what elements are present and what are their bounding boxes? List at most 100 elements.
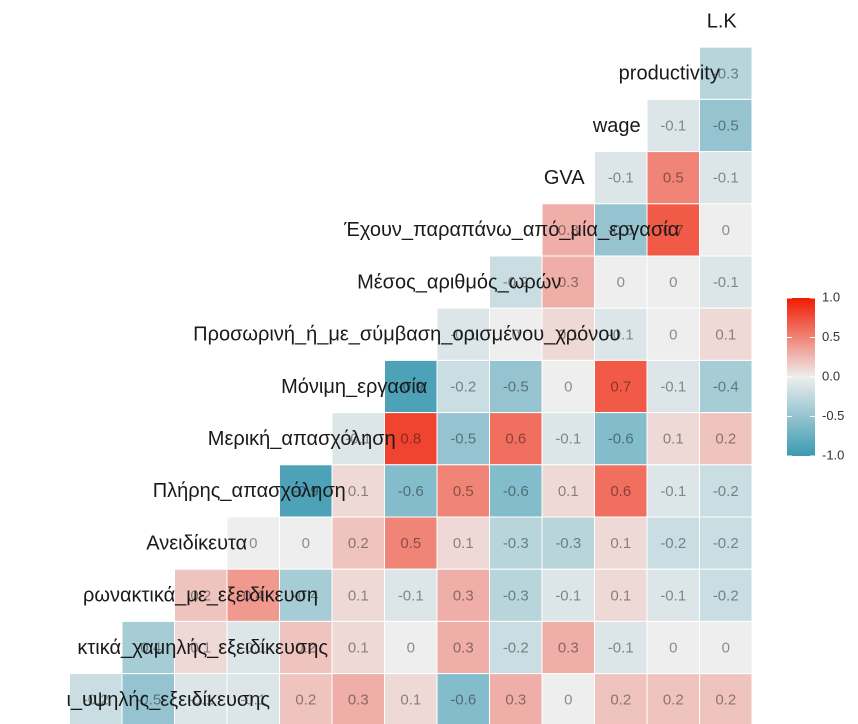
heatmap-cell [331,464,385,518]
cell-value: 0.1 [453,535,474,552]
heatmap-cell [646,98,700,153]
heatmap-cell [436,568,490,622]
cell-value: 0 [407,639,415,656]
cell-value: 0.2 [663,692,684,709]
cell-value: 0.2 [348,535,369,552]
heatmap-cell [594,568,648,622]
heatmap-cell [331,568,385,622]
cell-value: -0.2 [713,587,739,604]
cell-value: 0 [512,326,520,343]
heatmap-cell [436,359,490,414]
cell-value: -0.2 [660,535,686,552]
heatmap-cell [646,516,700,570]
colorbar-label: -1.0 [822,447,844,462]
cell-value: 0 [564,692,572,709]
cell-value: -0.2 [713,535,739,552]
heatmap-cell [541,620,595,675]
heatmap-cell [489,255,543,309]
cell-value: 0.5 [400,535,421,552]
heatmap-cell [594,673,648,724]
variable-label: Μόνιμη_εργασία [281,376,427,398]
heatmap-cell [121,673,175,724]
heatmap-cell [699,516,753,570]
cell-value: -0.1 [555,431,581,448]
variable-label: GVA [544,167,585,189]
cell-value: -0.1 [608,639,634,656]
heatmap-cell [699,412,753,466]
colorbar-label: -0.5 [822,408,844,423]
cell-value: -0.9 [398,378,424,395]
cell-value: -0.3 [503,587,529,604]
heatmap-cell [699,568,753,622]
cell-value: 0.3 [453,587,474,604]
colorbar-label: 1.0 [822,289,840,304]
cell-value: 0.1 [610,535,631,552]
cell-value: -0.5 [713,117,739,134]
cell-value: 0 [722,639,730,656]
cell-value: 0.3 [558,222,579,239]
cell-value: 0.3 [505,692,526,709]
cell-value: 0.2 [715,431,736,448]
heatmap-cell [541,307,595,361]
cell-value: -0.1 [713,274,739,291]
cell-value: -0.1 [660,117,686,134]
cell-value: -0.1 [555,587,581,604]
cell-value: -0.4 [135,639,161,656]
cell-value: 0 [669,639,677,656]
heatmap-cell [279,620,333,675]
heatmap-cell [541,203,595,257]
heatmap-cell [226,673,280,724]
variable-label: productivity [619,63,720,85]
cell-value: -0.9 [293,483,319,500]
cell-value: 0.1 [715,326,736,343]
cell-value: -0.1 [398,587,424,604]
heatmap-cell [489,568,543,622]
heatmap-cell [384,359,438,414]
cell-value: 0 [722,222,730,239]
cell-value: -0.6 [398,483,424,500]
cell-value: -0.1 [660,378,686,395]
cell-value: -0.2 [83,692,109,709]
heatmap-cell [436,673,490,724]
heatmap-cell [489,307,543,361]
heatmap-cell [541,673,595,724]
cell-value: 0 [564,378,572,395]
cell-value: -0.1 [240,639,266,656]
cell-value: -0.6 [450,692,476,709]
heatmap-cell [384,620,438,675]
cell-value: -0.2 [450,378,476,395]
cell-value: 0.7 [610,378,631,395]
heatmap-cell [174,568,228,622]
variable-label: wage [592,115,641,137]
heatmap-cell [436,620,490,675]
cell-value: -0.3 [503,535,529,552]
heatmap-cell [646,203,700,257]
cell-value: 0.6 [610,483,631,500]
heatmap-cell [646,359,700,414]
cell-value: -0.4 [293,587,319,604]
heatmap-cell [384,673,438,724]
heatmap-cell [699,46,753,100]
cell-value: 0.2 [610,692,631,709]
cell-value: -0.2 [503,274,529,291]
heatmap-cell [174,673,228,724]
variable-label: Έχουν_παραπάνω_από_μία_εργασία [343,219,679,241]
heatmap-cell [594,151,648,205]
cell-value: -0.4 [713,378,739,395]
cell-value: -0.5 [450,431,476,448]
heatmap-cell [121,620,175,675]
cell-value: -0.1 [608,170,634,187]
heatmap-cell [699,673,753,724]
colorbar-label: 0.5 [822,329,840,344]
cell-value: 0.3 [348,692,369,709]
cell-value: -0.6 [608,431,634,448]
cell-value: -0.1 [240,692,266,709]
heatmap-cell [699,203,753,257]
heatmap-cell [331,412,385,466]
heatmap-cell [489,516,543,570]
cell-value: -0.1 [660,587,686,604]
heatmap-cell [594,307,648,361]
variable-label: Μερική_απασχόληση [208,428,396,450]
cell-value: 0.5 [663,170,684,187]
